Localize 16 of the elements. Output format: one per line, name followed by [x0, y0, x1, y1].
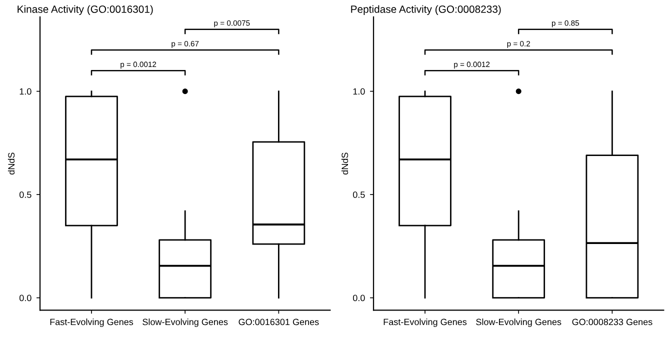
y-tick-label: 0.5 — [19, 192, 32, 198]
y-axis-title: dNdS — [341, 152, 348, 174]
y-tick-label: 1.0 — [353, 88, 365, 95]
x-tick-label: Slow-Evolving Genes — [476, 318, 562, 327]
y-tick-label: 0.0 — [19, 294, 32, 302]
y-tick-label: 1.0 — [20, 88, 32, 95]
x-tick-label: GO:0016301 Genes — [238, 318, 319, 326]
x-tick-label: Fast-Evolving Genes — [50, 318, 134, 327]
x-tick-label: GO:0008233 Genes — [572, 318, 652, 326]
y-tick-label: 0.0 — [352, 294, 365, 302]
x-tick-label: Fast-Evolving Genes — [384, 318, 467, 327]
y-tick-label: 0.5 — [352, 192, 365, 198]
chart-title: Kinase Activity (GO:0016301) — [18, 5, 153, 15]
x-tick-label: Slow-Evolving Genes — [142, 318, 228, 327]
chart-title: Peptidase Activity (GO:0008233) — [351, 5, 501, 15]
y-axis-title: dNdS — [8, 152, 15, 174]
